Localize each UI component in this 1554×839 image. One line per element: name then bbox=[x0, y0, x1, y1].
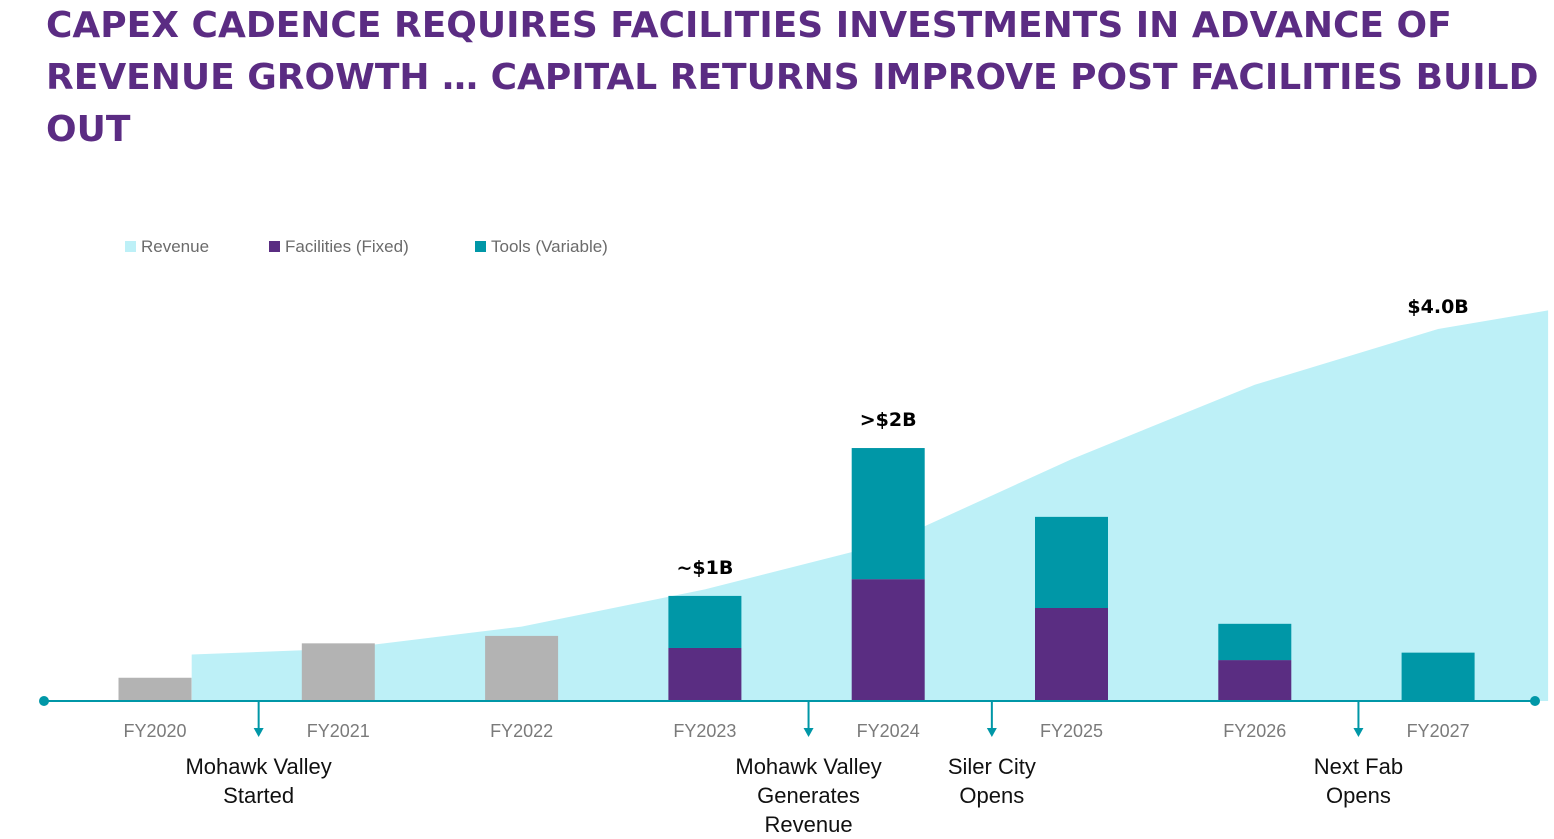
x-tick-label: FY2024 bbox=[857, 721, 920, 741]
milestone-arrow-head bbox=[1353, 728, 1364, 737]
milestone-arrow-head bbox=[986, 728, 997, 737]
axis-end-dot bbox=[1530, 696, 1540, 706]
x-tick-label: FY2025 bbox=[1040, 721, 1103, 741]
milestone-line: Mohawk Valley bbox=[735, 754, 882, 779]
legend-label: Tools (Variable) bbox=[491, 237, 608, 256]
milestone-line: Mohawk Valley bbox=[185, 754, 332, 779]
bar-facilities-fy2024 bbox=[851, 579, 925, 701]
bar-facilities-fy2026 bbox=[1218, 660, 1292, 701]
bar-historical-fy2022 bbox=[485, 635, 559, 701]
bar-facilities-fy2025 bbox=[1035, 608, 1108, 701]
milestone-line: Started bbox=[223, 783, 295, 808]
chart-title: CAPEX CADENCE REQUIRES FACILITIES INVEST… bbox=[46, 5, 1539, 150]
bar-historical-fy2021 bbox=[301, 643, 375, 701]
milestone-line: Siler City bbox=[947, 754, 1036, 779]
milestone-line: Opens bbox=[959, 783, 1025, 808]
axis-start-dot bbox=[39, 696, 49, 706]
bar-facilities-fy2023 bbox=[668, 647, 742, 701]
legend-swatch bbox=[125, 241, 136, 252]
milestone-line: Revenue bbox=[764, 812, 853, 837]
legend-label: Revenue bbox=[141, 237, 209, 256]
milestone-label: Mohawk Valley Generates Revenue bbox=[699, 752, 919, 839]
x-tick-label: FY2027 bbox=[1407, 721, 1470, 741]
x-tick-label: FY2022 bbox=[490, 721, 553, 741]
x-tick-label: FY2023 bbox=[673, 721, 736, 741]
legend-swatch bbox=[269, 241, 280, 252]
data-label: $4.0B bbox=[1407, 296, 1468, 318]
milestone-label: Mohawk Valley Started bbox=[149, 752, 369, 810]
legend-swatch bbox=[475, 241, 486, 252]
legend-label: Facilities (Fixed) bbox=[285, 237, 409, 256]
milestone-label: Next Fab Opens bbox=[1248, 752, 1468, 810]
bar-tools-fy2024 bbox=[851, 448, 925, 580]
milestone-line: Next Fab bbox=[1313, 754, 1404, 779]
bar-tools-fy2025 bbox=[1035, 516, 1108, 608]
milestone-line: Opens bbox=[1326, 783, 1391, 808]
revenue-area bbox=[191, 310, 1549, 701]
bar-tools-fy2023 bbox=[668, 595, 742, 648]
x-tick-label: FY2021 bbox=[307, 721, 370, 741]
data-label: >$2B bbox=[860, 409, 917, 431]
bar-tools-fy2026 bbox=[1218, 623, 1292, 661]
bar-historical-fy2020 bbox=[118, 677, 192, 701]
milestone-label: Siler City Opens bbox=[882, 752, 1102, 810]
milestone-arrow-head bbox=[803, 728, 814, 737]
x-tick-label: FY2026 bbox=[1223, 721, 1286, 741]
milestone-arrow-head bbox=[253, 728, 264, 737]
x-tick-label: FY2020 bbox=[123, 721, 186, 741]
data-label: ~$1B bbox=[676, 557, 733, 579]
milestone-line: Generates bbox=[757, 783, 860, 808]
bar-tools-fy2027 bbox=[1401, 652, 1475, 701]
